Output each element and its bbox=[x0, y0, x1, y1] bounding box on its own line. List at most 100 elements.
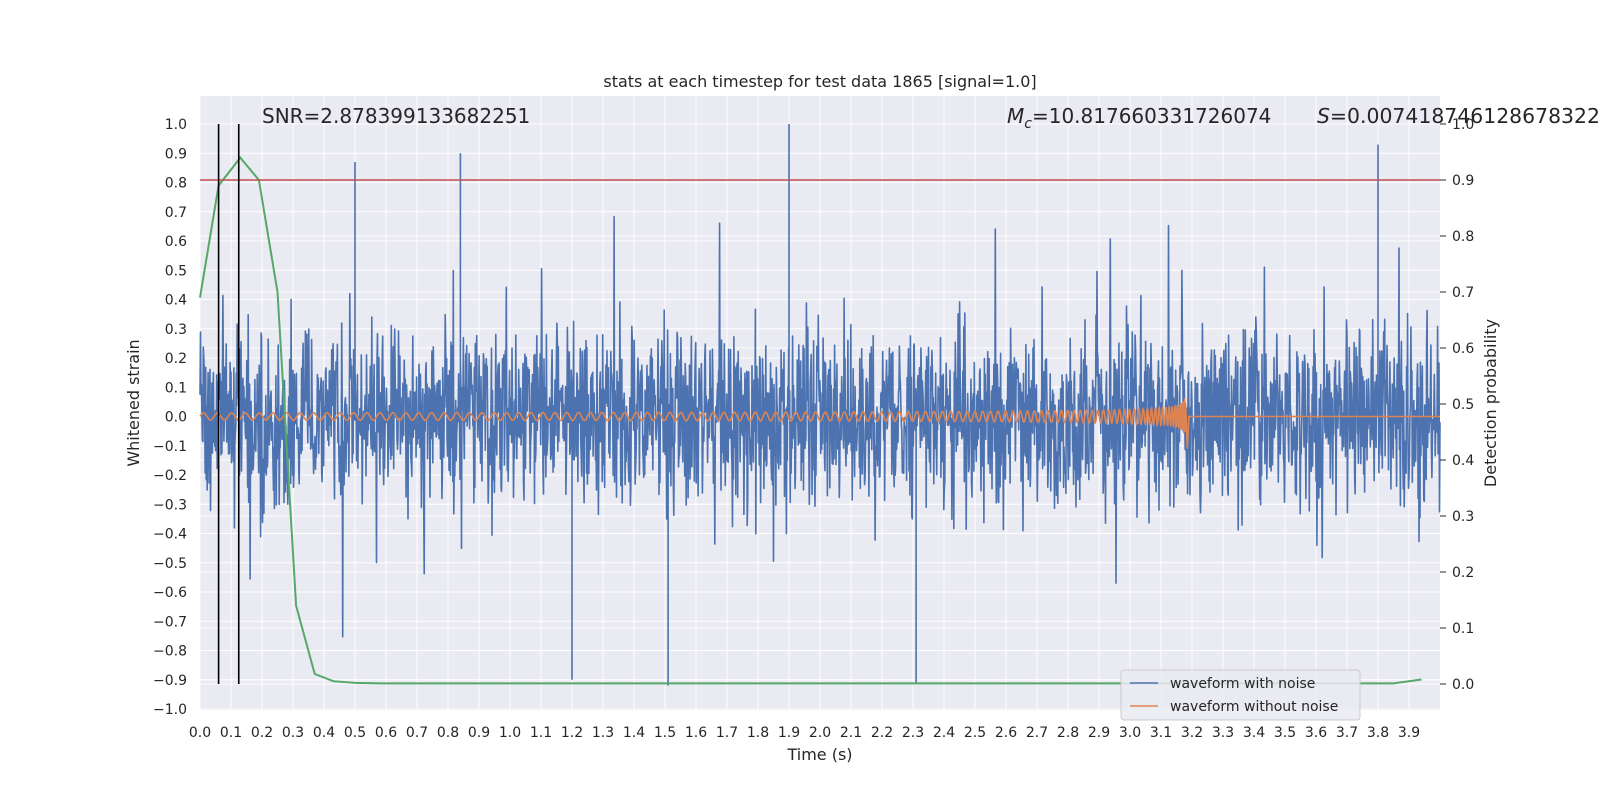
x-tick-label: 2.3 bbox=[902, 725, 924, 741]
x-tick-label: 1.9 bbox=[778, 725, 800, 741]
s-annotation: S=0.007418746128678322 bbox=[1317, 104, 1600, 128]
x-axis-label: Time (s) bbox=[786, 745, 852, 764]
y-tick-label: −0.4 bbox=[153, 527, 187, 543]
x-tick-label: 3.8 bbox=[1367, 725, 1389, 741]
x-tick-label: 3.4 bbox=[1243, 725, 1265, 741]
y2-axis-label: Detection probability bbox=[1481, 319, 1500, 487]
chart-title: stats at each timestep for test data 186… bbox=[603, 72, 1036, 91]
probability-line bbox=[199, 156, 1422, 685]
y-tick-label: −0.9 bbox=[153, 673, 187, 689]
series-waveform-without-noise bbox=[199, 398, 1440, 449]
x-tick-label: 1.8 bbox=[747, 725, 769, 741]
y-tick-label: −0.7 bbox=[153, 614, 187, 630]
y2-tick-label: 0.1 bbox=[1452, 621, 1474, 637]
x-tick-label: 0.8 bbox=[437, 725, 459, 741]
x-tick-label: 1.1 bbox=[530, 725, 552, 741]
x-tick-label: 2.1 bbox=[840, 725, 862, 741]
s-value: =0.007418746128678322 bbox=[1330, 104, 1600, 128]
x-tick-label: 1.4 bbox=[623, 725, 645, 741]
y-tick-label: 0.9 bbox=[165, 146, 187, 162]
x-tick-label: 0.9 bbox=[468, 725, 490, 741]
x-tick-label: 0.7 bbox=[406, 725, 428, 741]
x-tick-label: 1.0 bbox=[499, 725, 521, 741]
x-tick-label: 2.9 bbox=[1088, 725, 1110, 741]
x-tick-label: 0.4 bbox=[313, 725, 335, 741]
x-tick-label: 3.7 bbox=[1336, 725, 1358, 741]
y2-tick-label: 0.6 bbox=[1452, 341, 1474, 357]
x-tick-label: 0.6 bbox=[375, 725, 397, 741]
y-tick-label: 0.6 bbox=[165, 234, 187, 250]
x-tick-label: 1.6 bbox=[685, 725, 707, 741]
y2-tick-label: 0.8 bbox=[1452, 229, 1474, 245]
noise-trace bbox=[199, 124, 1441, 686]
y2-tick-label: 0.3 bbox=[1452, 509, 1474, 525]
x-tick-label: 1.7 bbox=[716, 725, 738, 741]
y-tick-label: −0.3 bbox=[153, 497, 187, 513]
y2-tick-label: 0.5 bbox=[1452, 397, 1474, 413]
legend-box bbox=[1120, 669, 1361, 721]
s-symbol: S bbox=[1317, 104, 1330, 128]
x-tick-label: 1.5 bbox=[654, 725, 676, 741]
x-tick-label: 3.2 bbox=[1181, 725, 1203, 741]
y-tick-label: 0.4 bbox=[165, 293, 187, 309]
y-tick-labels: 1.0 0.9 0.8 0.7 0.6 0.5 0.4 0.3 0.2 0.1 0.0 −0.1 −0.… bbox=[153, 117, 187, 718]
x-tick-label: 3.9 bbox=[1398, 725, 1420, 741]
series-waveform-with-noise bbox=[199, 124, 1441, 686]
x-tick-label: 2.7 bbox=[1026, 725, 1048, 741]
x-tick-labels: 0.0 0.1 0.2 0.3 0.4 0.5 0.6 0.7 0.8 0.9 1.0 1.1 1.2 1… bbox=[189, 725, 1420, 741]
x-tick-label: 3.5 bbox=[1274, 725, 1296, 741]
x-tick-label: 1.3 bbox=[592, 725, 614, 741]
mc-symbol: M bbox=[1007, 104, 1024, 128]
y2-tick-label: 0.0 bbox=[1452, 677, 1474, 693]
y-tick-label: 0.3 bbox=[165, 322, 187, 338]
mc-subscript: c bbox=[1024, 116, 1032, 132]
clean-trace bbox=[199, 398, 1440, 449]
y-tick-label: 0.5 bbox=[165, 263, 187, 279]
legend: waveform with noise waveform without noi… bbox=[1120, 669, 1361, 721]
y-tick-label: −0.8 bbox=[153, 644, 187, 660]
snr-annotation: SNR=2.878399133682251 bbox=[262, 104, 530, 128]
y2-tick-label: 0.9 bbox=[1452, 173, 1474, 189]
y2-tick-label: 0.2 bbox=[1452, 565, 1474, 581]
x-tick-label: 2.8 bbox=[1057, 725, 1079, 741]
y-tick-label: −0.1 bbox=[153, 439, 187, 455]
x-tick-label: 0.3 bbox=[282, 725, 304, 741]
y-tick-label: 0.2 bbox=[165, 351, 187, 367]
x-tick-label: 2.6 bbox=[995, 725, 1017, 741]
y-tick-label: 0.0 bbox=[165, 410, 187, 426]
y-axis-label: Whitened strain bbox=[124, 339, 143, 466]
x-tick-label: 0.5 bbox=[344, 725, 366, 741]
x-tick-label: 3.3 bbox=[1212, 725, 1234, 741]
y2-tick-labels: 1.0 0.9 0.8 0.7 0.6 0.5 0.4 0.3 0.2 0.1 0.0 bbox=[1440, 117, 1474, 693]
x-tick-label: 0.0 bbox=[189, 725, 211, 741]
y-tick-label: −1.0 bbox=[153, 702, 187, 718]
y-tick-label: 0.8 bbox=[165, 176, 187, 192]
x-tick-label: 3.1 bbox=[1150, 725, 1172, 741]
x-tick-label: 1.2 bbox=[561, 725, 583, 741]
y2-tick-label: 0.7 bbox=[1452, 285, 1474, 301]
x-tick-label: 3.0 bbox=[1119, 725, 1141, 741]
x-tick-label: 2.0 bbox=[809, 725, 831, 741]
legend-label-noise: waveform with noise bbox=[1170, 676, 1315, 692]
y-tick-label: −0.2 bbox=[153, 468, 187, 484]
y-tick-label: 0.7 bbox=[165, 205, 187, 221]
legend-label-clean: waveform without noise bbox=[1170, 699, 1338, 715]
y-tick-label: −0.5 bbox=[153, 556, 187, 572]
marker-lines bbox=[217, 124, 240, 684]
y2-tick-label: 0.4 bbox=[1452, 453, 1474, 469]
y-tick-label: −0.6 bbox=[153, 585, 187, 601]
series-detection-probability bbox=[199, 156, 1440, 685]
mc-annotation: Mc=10.817660331726074 bbox=[1007, 104, 1271, 132]
x-tick-label: 0.2 bbox=[251, 725, 273, 741]
x-tick-label: 0.1 bbox=[220, 725, 242, 741]
y-tick-label: 1.0 bbox=[165, 117, 187, 133]
x-tick-label: 2.4 bbox=[933, 725, 955, 741]
mc-value: =10.817660331726074 bbox=[1032, 104, 1271, 128]
y-tick-label: 0.1 bbox=[165, 380, 187, 396]
x-tick-label: 2.5 bbox=[964, 725, 986, 741]
y2-tick-label: 1.0 bbox=[1452, 117, 1474, 133]
x-tick-label: 3.6 bbox=[1305, 725, 1327, 741]
x-tick-label: 2.2 bbox=[871, 725, 893, 741]
